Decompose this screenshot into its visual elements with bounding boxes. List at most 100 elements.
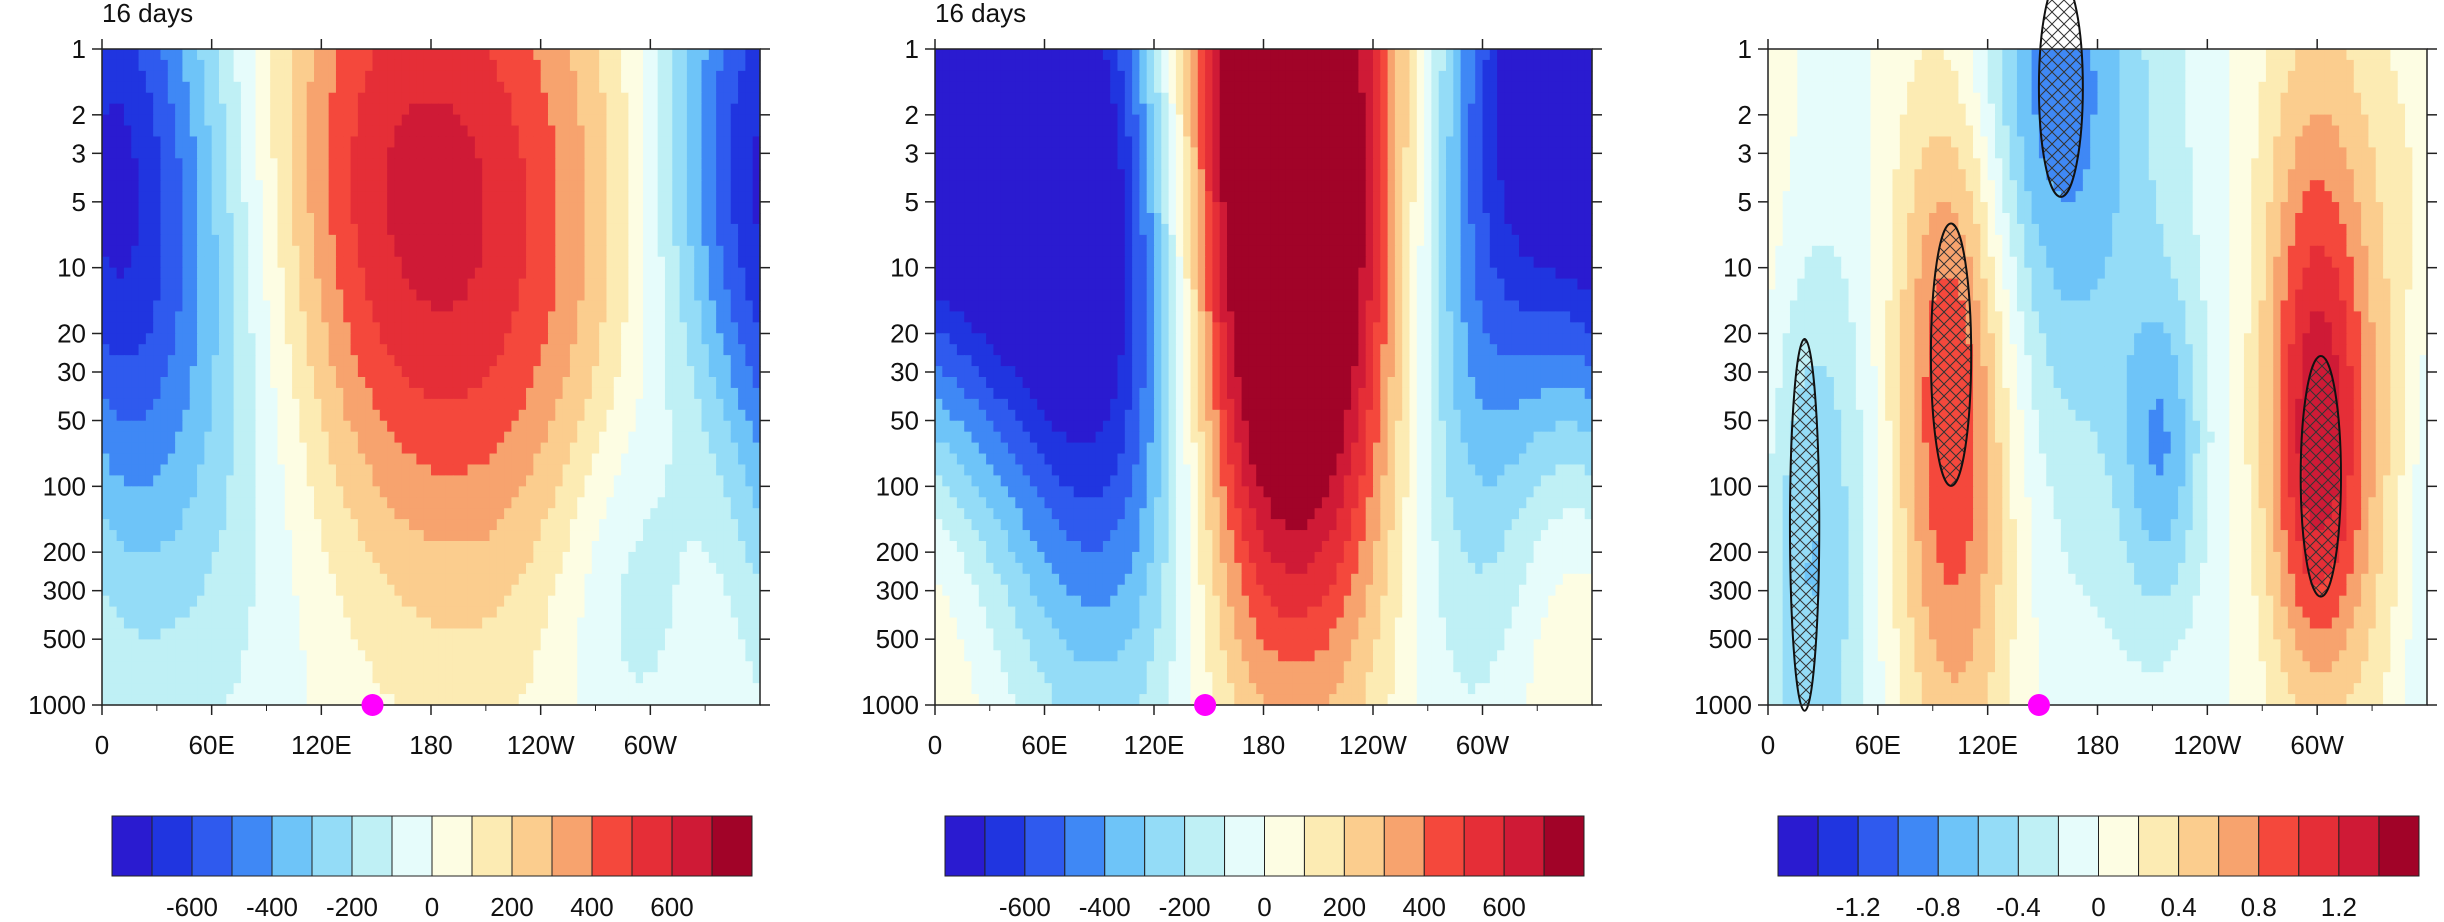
field-cell [577,617,586,630]
field-cell [131,322,140,334]
field-cell [723,639,732,651]
field-cell [431,245,439,258]
field-cell [175,147,184,159]
field-cell [328,497,337,509]
field-cell [109,59,118,72]
field-cell [167,333,176,345]
field-cell [160,234,169,247]
field-cell [533,311,542,323]
field-cell [723,300,732,312]
field-cell [270,595,279,608]
field-cell [248,333,257,345]
field-cell [694,300,703,312]
field-cell [431,475,439,487]
field-cell [694,584,703,597]
field-cell [248,125,257,138]
field-cell [372,431,381,444]
field-cell [116,169,125,181]
field-cell [643,584,651,597]
field-cell [431,464,439,476]
field-cell [613,322,622,334]
field-cell [460,169,469,181]
field-cell [738,125,746,138]
field-cell [197,256,205,269]
field-cell [255,147,264,159]
field-cell [686,497,695,509]
field-cell [511,442,520,455]
field-cell [270,387,279,400]
field-cell [211,289,220,302]
field-cell [153,158,162,170]
field-cell [474,628,483,640]
field-cell [452,289,461,302]
field-cell [599,70,608,83]
field-cell [343,541,352,553]
field-cell [716,59,725,72]
field-cell [482,486,491,498]
field-cell [167,497,176,509]
field-cell [116,136,125,148]
field-cell [284,584,293,597]
field-cell [182,420,191,433]
field-cell [694,322,703,334]
field-cell [569,344,578,356]
field-cell [694,256,703,269]
field-cell [489,202,498,214]
field-cell [218,300,227,312]
field-cell [167,49,176,61]
field-cell [284,409,293,422]
field-cell [160,377,169,389]
field-cell [335,355,344,367]
field-cell [409,606,417,619]
field-cell [643,344,651,356]
field-cell [240,289,249,302]
field-cell [240,59,249,72]
field-cell [379,409,388,422]
field-cell [635,464,644,476]
field-cell [752,289,761,302]
field-cell [745,453,754,466]
field-cell [716,49,725,61]
field-cell [189,650,198,662]
field-cell [584,366,593,378]
field-cell [409,442,417,455]
field-cell [372,442,381,455]
field-cell [474,606,483,619]
field-cell [599,223,608,236]
field-cell [240,344,249,356]
field-cell [606,464,615,476]
field-cell [211,562,220,575]
field-cell [701,453,710,466]
field-cell [387,234,396,247]
field-cell [270,114,279,127]
field-cell [299,267,308,280]
field-cell [167,508,176,520]
field-cell [365,584,374,597]
field-cell [153,355,162,367]
field-cell [277,81,286,94]
field-cell [438,464,447,476]
field-cell [752,530,761,542]
field-cell [335,420,344,433]
field-cell [474,475,483,487]
field-cell [262,256,271,269]
field-cell [621,551,629,564]
field-cell [299,541,308,553]
field-cell [248,147,257,159]
field-cell [218,213,227,225]
field-cell [102,595,110,608]
field-cell [511,202,520,214]
field-cell [175,398,184,411]
field-cell [343,300,352,312]
field-cell [167,453,176,466]
field-cell [591,180,600,192]
field-cell [584,245,593,258]
field-cell [686,81,695,94]
field-cell [109,289,118,302]
field-cell [635,431,644,444]
field-cell [343,420,352,433]
field-cell [160,103,169,116]
field-cell [716,475,725,487]
field-cell [591,398,600,411]
field-cell [153,475,162,487]
